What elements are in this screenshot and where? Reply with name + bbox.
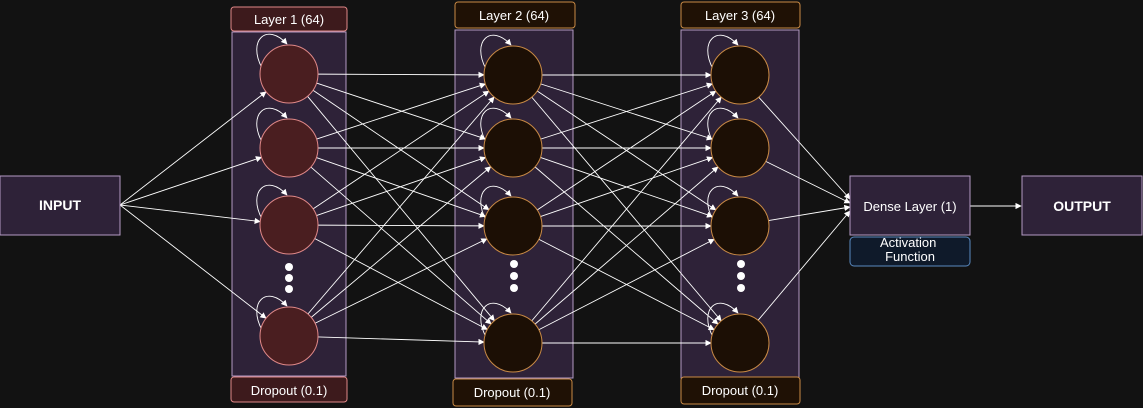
neuron-l3n3 — [710, 196, 770, 256]
edge-l1n4-to-l2n3 — [314, 238, 488, 324]
output-node: OUTPUT — [1021, 175, 1143, 236]
edge-l1n3-to-l2n1 — [312, 90, 490, 210]
neuron-l1n3 — [259, 195, 319, 255]
edge-input-to-l1-n2 — [119, 156, 263, 206]
edge-l1n2-to-l2n4 — [310, 166, 492, 325]
edge-l1n4-to-l2n4 — [317, 336, 485, 346]
layer-1-dropout-tag: Dropout (0.1) — [230, 376, 348, 403]
self-loop-l3n3 — [707, 185, 739, 221]
self-loop-l1n1 — [256, 33, 288, 69]
layer-2-title-tag: Layer 2 (64) — [454, 1, 576, 29]
neuron-l2n3 — [483, 196, 543, 256]
layer-3-dropout-tag: Dropout (0.1) — [680, 376, 801, 405]
layer-1-dropout: Dropout (0.1) — [251, 383, 328, 398]
edge-l3n4-to-dense — [757, 210, 851, 321]
edge-l3n1-to-dense — [758, 96, 851, 200]
edge-input-to-l1-n1 — [119, 91, 267, 206]
self-loop-l1n3 — [256, 184, 288, 220]
edge-input-to-l1-n4 — [119, 204, 267, 319]
ellipsis-dots — [285, 260, 745, 293]
ellipsis-dot-l2-1 — [510, 260, 518, 268]
edge-l2n3-to-l3n1 — [536, 90, 717, 211]
layer-1-title: Layer 1 (64) — [254, 12, 324, 27]
recurrent-loops — [256, 33, 739, 338]
input-label: INPUT — [39, 197, 81, 213]
edge-l2n2-to-l3n1 — [540, 82, 713, 140]
neuron-l2n1 — [483, 45, 543, 105]
activation-function-label: Activation Function — [880, 235, 940, 264]
edge-l1n1-to-l2n2 — [316, 82, 487, 141]
edge-l3n2-to-dense — [765, 160, 851, 204]
edge-l1n4-to-l2n2 — [310, 166, 492, 318]
ellipsis-dot-l2-2 — [510, 272, 518, 280]
edge-l1n4-to-l2n1 — [307, 96, 495, 315]
layer-2-title: Layer 2 (64) — [479, 8, 549, 23]
ellipsis-dot-l3-3 — [737, 284, 745, 292]
self-loop-l1n2 — [256, 107, 288, 143]
edge-l2n4-to-l3n3 — [538, 238, 715, 331]
activation-function-tag: Activation Function — [849, 235, 971, 267]
self-loop-l3n4 — [707, 302, 739, 338]
neuron-l2n4 — [483, 313, 543, 373]
neuron-l1n1 — [259, 44, 319, 104]
neurons — [259, 44, 770, 373]
edge-l1n3-to-l2n4 — [314, 238, 488, 330]
self-loop-l3n2 — [707, 107, 739, 143]
ellipsis-dot-l1-1 — [285, 263, 293, 271]
output-label: OUTPUT — [1053, 198, 1111, 214]
self-loop-l1n4 — [256, 295, 288, 331]
neuron-l1n2 — [259, 118, 319, 178]
ellipsis-dot-l2-3 — [510, 284, 518, 292]
self-loop-l2n3 — [480, 185, 512, 221]
neuron-l3n1 — [710, 45, 770, 105]
self-loop-l2n2 — [480, 107, 512, 143]
neuron-l3n4 — [710, 313, 770, 373]
self-loop-l3n1 — [707, 34, 739, 70]
edge-l2n4-to-l3n2 — [534, 166, 719, 325]
layer-2-dropout: Dropout (0.1) — [474, 385, 551, 400]
edge-l2n4-to-l3n1 — [531, 96, 722, 322]
layer-2-dropout-tag: Dropout (0.1) — [452, 378, 573, 407]
self-loop-l2n4 — [480, 302, 512, 338]
ellipsis-dot-l1-3 — [285, 285, 293, 293]
ellipsis-dot-l3-1 — [737, 260, 745, 268]
edge-input-to-l1-n3 — [119, 204, 261, 225]
edge-l2n3-to-l3n2 — [540, 156, 714, 218]
neuron-l1n4 — [259, 306, 319, 366]
input-node: INPUT — [0, 175, 121, 236]
ellipsis-dot-l1-2 — [285, 274, 293, 282]
edge-l1n3-to-l2n3 — [317, 222, 485, 229]
self-loop-l2n1 — [480, 34, 512, 70]
dense-layer-label: Dense Layer (1) — [863, 199, 956, 214]
layer-3-title-tag: Layer 3 (64) — [680, 1, 801, 29]
layer-3-dropout: Dropout (0.1) — [702, 383, 779, 398]
layer-3-title: Layer 3 (64) — [705, 8, 775, 23]
layer-1-title-tag: Layer 1 (64) — [230, 6, 348, 32]
edge-l1n1-to-l2n1 — [317, 71, 485, 78]
dense-layer-node: Dense Layer (1) — [849, 175, 971, 236]
edge-l3n3-to-dense — [768, 204, 851, 222]
neuron-l3n2 — [710, 118, 770, 178]
ellipsis-dot-l3-2 — [737, 272, 745, 280]
neuron-l2n2 — [483, 118, 543, 178]
edge-l1n1-to-l2n4 — [307, 95, 495, 322]
edge-l1n2-to-l2n3 — [316, 157, 487, 218]
edge-l1n3-to-l2n2 — [316, 156, 487, 216]
connection-edges — [119, 71, 1022, 347]
edge-l1n2-to-l2n1 — [316, 82, 487, 140]
